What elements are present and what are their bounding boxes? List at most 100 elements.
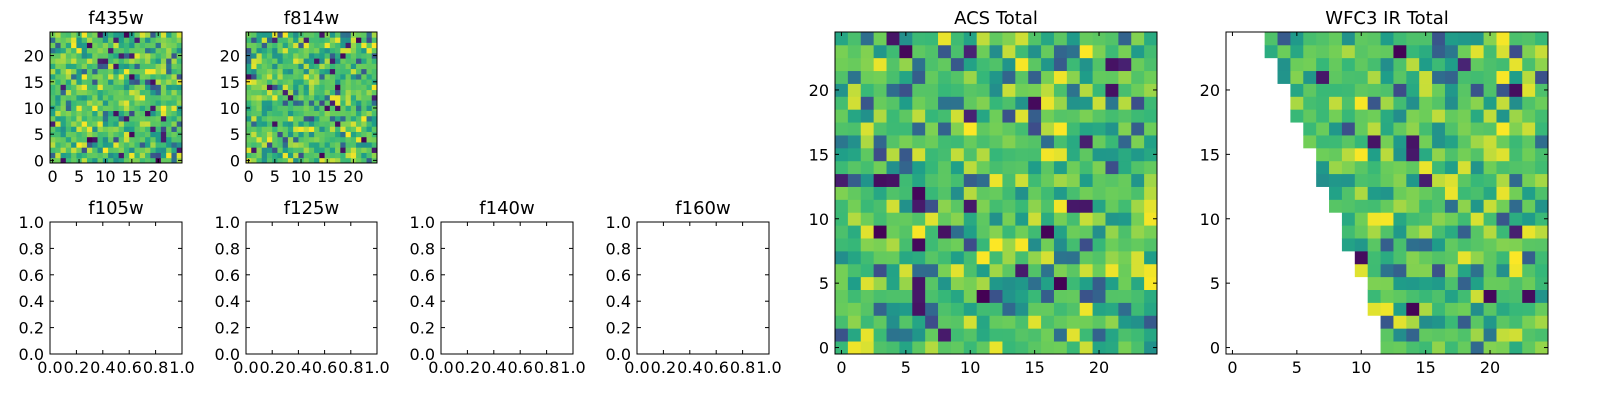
heatmap-cell <box>1380 173 1394 187</box>
heatmap-cell <box>345 84 352 91</box>
heatmap-cell <box>1432 135 1446 149</box>
heatmap-cell <box>361 58 367 64</box>
heatmap-cell <box>366 84 373 91</box>
heatmap-cell <box>266 42 273 49</box>
heatmap-cell <box>108 152 114 159</box>
heatmap-cell <box>97 89 104 96</box>
heatmap-cell <box>86 152 93 159</box>
subplot-f140w: 0.0 0.2 0.4 0.6 0.8 1.00.00.20.40.60.81.0f140… <box>410 198 586 377</box>
heatmap-cell <box>356 84 362 91</box>
heatmap-cell <box>1290 32 1304 46</box>
heatmap-cell <box>1144 250 1158 265</box>
heatmap-cell <box>324 79 331 85</box>
heatmap-cell <box>282 136 289 143</box>
heatmap-cell <box>298 52 305 59</box>
heatmap-cell <box>1079 173 1093 187</box>
subplot-title: f435w <box>88 8 143 29</box>
heatmap-cell <box>287 68 294 75</box>
heatmap-cell <box>1380 276 1394 290</box>
heatmap-cell <box>1367 212 1381 226</box>
heatmap-cell <box>118 94 125 101</box>
heatmap-cell <box>282 147 289 153</box>
heatmap-cell <box>1053 289 1068 303</box>
heatmap-cell <box>1079 263 1093 278</box>
heatmap-cell <box>314 121 320 127</box>
heatmap-cell <box>108 142 114 148</box>
heatmap-cell <box>324 94 331 101</box>
heatmap-cell <box>129 142 135 148</box>
heatmap-cell <box>118 37 125 43</box>
heatmap-cell <box>1316 122 1330 136</box>
heatmap-cell <box>1457 83 1472 97</box>
heatmap-cell <box>1002 96 1016 110</box>
heatmap-cell <box>1041 238 1055 252</box>
heatmap-cell <box>860 70 875 84</box>
heatmap-cell <box>171 157 178 164</box>
heatmap-cell <box>1380 186 1394 200</box>
heatmap-cell <box>86 157 93 164</box>
heatmap-cell <box>251 37 257 43</box>
heatmap-cell <box>1509 276 1523 290</box>
heatmap-cell <box>335 58 341 64</box>
heatmap-cell <box>350 63 357 70</box>
heatmap-cell <box>1432 70 1446 84</box>
heatmap-cell <box>1496 225 1510 239</box>
heatmap-cell <box>298 84 305 91</box>
heatmap-cell <box>303 84 310 91</box>
heatmap-cell <box>1105 225 1119 239</box>
heatmap-cell <box>60 121 67 127</box>
heatmap-cell <box>1131 32 1145 46</box>
heatmap-cell <box>1015 109 1029 123</box>
heatmap-cell <box>1380 328 1394 342</box>
heatmap-cell <box>329 157 336 164</box>
heatmap-cell <box>1118 96 1132 110</box>
heatmap-cell <box>873 238 887 252</box>
heatmap-cell <box>835 341 849 355</box>
heatmap-cell <box>340 157 346 164</box>
heatmap-cell <box>81 126 88 132</box>
heatmap-cell <box>266 142 273 148</box>
heatmap-cell <box>873 173 887 187</box>
heatmap-cell <box>293 47 299 54</box>
heatmap-cell <box>1444 44 1459 59</box>
y-tick-label: 0.4 <box>19 292 44 311</box>
heatmap-cell <box>160 52 167 59</box>
heatmap-cell <box>1444 302 1459 316</box>
heatmap-cell <box>155 121 162 127</box>
heatmap-cell <box>171 42 178 49</box>
heatmap-cell <box>123 63 130 70</box>
heatmap-cell <box>150 42 156 49</box>
heatmap-cell <box>1496 289 1510 303</box>
heatmap-cell <box>303 110 310 117</box>
heatmap-cell <box>1066 160 1081 175</box>
heatmap-cell <box>303 147 310 153</box>
heatmap-cell <box>886 315 900 329</box>
heatmap-cell <box>1002 109 1016 123</box>
x-tick-label: 15 <box>1024 358 1044 377</box>
heatmap-cell <box>65 63 72 70</box>
heatmap-cell <box>251 152 257 159</box>
heatmap-cell <box>976 122 990 136</box>
heatmap-cell <box>160 131 167 138</box>
heatmap-cell <box>251 100 257 106</box>
heatmap-cell <box>350 68 357 75</box>
heatmap-cell <box>282 47 289 54</box>
heatmap-cell <box>899 109 913 123</box>
heatmap-cell <box>1341 147 1356 162</box>
heatmap-cell <box>150 115 156 122</box>
heatmap-cell <box>1393 315 1407 329</box>
heatmap-cell <box>166 126 172 132</box>
heatmap-cell <box>989 160 1003 175</box>
x-tick-label: 0.8 <box>143 358 168 377</box>
heatmap-cell <box>246 84 252 91</box>
heatmap-cell <box>1444 32 1459 46</box>
heatmap-cell <box>1470 57 1484 72</box>
heatmap-cell <box>356 32 362 38</box>
heatmap-cell <box>329 115 336 122</box>
heatmap-cell <box>71 152 77 159</box>
heatmap-cell <box>261 126 268 132</box>
heatmap-cell <box>246 73 252 80</box>
heatmap-cell <box>1066 263 1081 278</box>
heatmap-cell <box>139 79 146 85</box>
heatmap-cell <box>356 115 362 122</box>
